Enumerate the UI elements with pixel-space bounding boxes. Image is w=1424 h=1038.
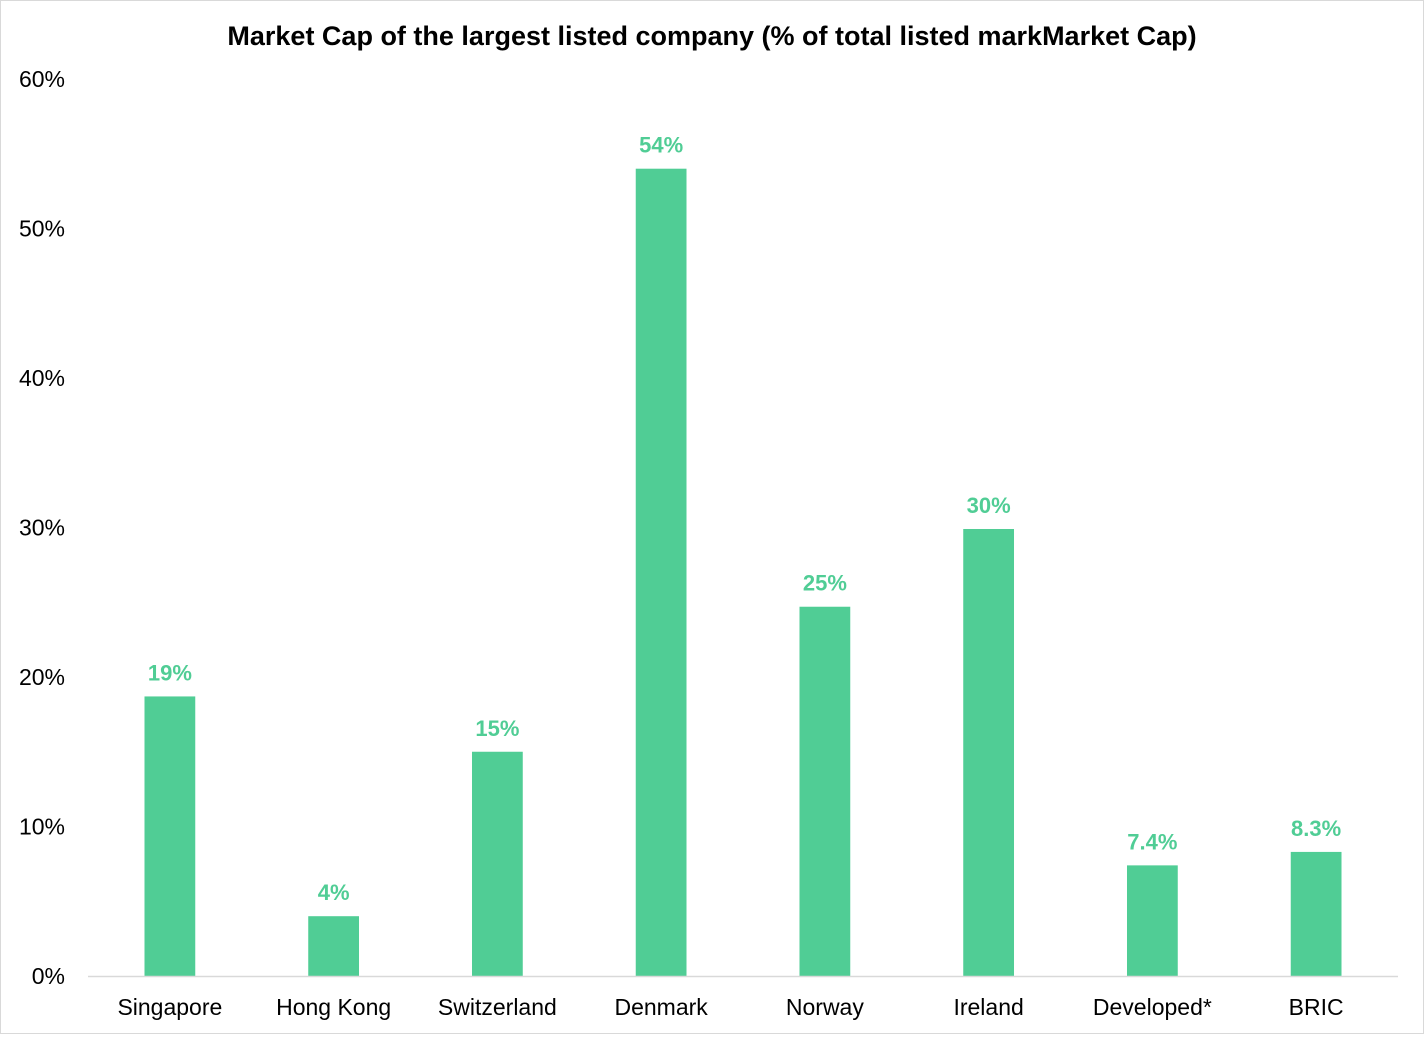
x-axis: Singapore Hong Kong Switzerland Denmark Norw… <box>117 994 1343 1020</box>
bar <box>963 528 1015 976</box>
y-tick-label: 20% <box>19 664 65 690</box>
data-label: 8.3% <box>1291 816 1341 841</box>
bar <box>144 696 196 976</box>
y-tick-label: 30% <box>19 515 65 541</box>
y-tick-label: 60% <box>19 66 65 92</box>
bar <box>308 916 360 976</box>
data-label: 25% <box>803 571 847 596</box>
bar <box>1126 865 1178 976</box>
x-tick-label: Hong Kong <box>276 994 391 1020</box>
bar-series <box>144 168 1342 976</box>
x-tick-label: Singapore <box>117 994 222 1020</box>
bar <box>1290 851 1342 976</box>
data-label: 30% <box>967 493 1011 518</box>
x-tick-label: Denmark <box>614 994 708 1020</box>
data-labels: 19% 4% 15% 54% 25% 30% 7.4% 8.3% <box>148 133 1341 906</box>
x-tick-label: Switzerland <box>438 994 557 1020</box>
y-tick-label: 40% <box>19 365 65 391</box>
y-tick-label: 0% <box>32 963 65 989</box>
data-label: 19% <box>148 660 192 685</box>
data-label: 54% <box>639 133 683 158</box>
x-tick-label: Developed* <box>1093 994 1212 1020</box>
data-label: 7.4% <box>1127 829 1177 854</box>
x-tick-label: Ireland <box>953 994 1023 1020</box>
x-tick-label: BRIC <box>1289 994 1344 1020</box>
y-axis: 0% 10% 20% 30% 40% 50% 60% <box>19 66 65 989</box>
bar <box>635 168 687 976</box>
x-tick-label: Norway <box>786 994 864 1020</box>
data-label: 15% <box>475 716 519 741</box>
data-label: 4% <box>318 880 350 905</box>
bar <box>471 751 523 976</box>
chart-title: Market Cap of the largest listed company… <box>227 21 1196 51</box>
y-tick-label: 10% <box>19 814 65 840</box>
bar <box>799 606 851 976</box>
y-tick-label: 50% <box>19 216 65 242</box>
